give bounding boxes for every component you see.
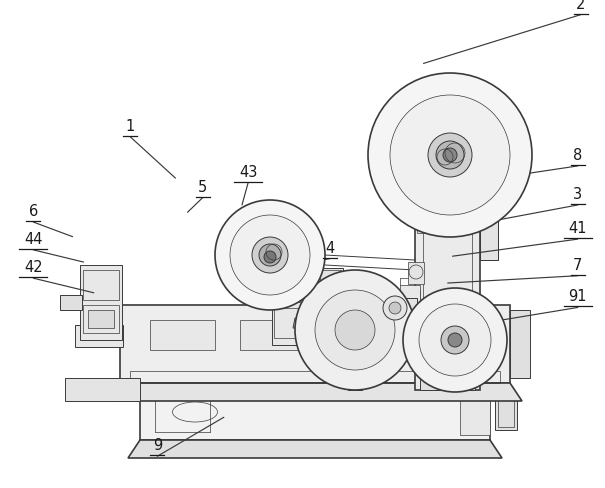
- Circle shape: [368, 73, 532, 237]
- Circle shape: [389, 302, 401, 314]
- Bar: [75, 325, 123, 347]
- Bar: [457, 120, 475, 135]
- Text: 5: 5: [198, 180, 208, 195]
- Polygon shape: [65, 378, 140, 401]
- Circle shape: [390, 95, 510, 215]
- Bar: [358, 310, 416, 320]
- Bar: [320, 270, 341, 292]
- Bar: [320, 320, 375, 350]
- Bar: [150, 320, 215, 350]
- Circle shape: [230, 215, 310, 295]
- Bar: [274, 267, 300, 302]
- Bar: [60, 295, 82, 310]
- Polygon shape: [293, 318, 410, 332]
- Bar: [420, 120, 438, 135]
- Bar: [268, 255, 306, 269]
- Bar: [80, 265, 122, 340]
- Text: 2: 2: [576, 0, 586, 12]
- Bar: [140, 385, 490, 440]
- Text: 9: 9: [152, 438, 162, 453]
- Circle shape: [252, 237, 288, 273]
- Bar: [420, 360, 475, 390]
- Text: 41: 41: [569, 221, 587, 236]
- Bar: [482, 193, 492, 203]
- Bar: [417, 215, 429, 233]
- Text: 6: 6: [28, 204, 38, 219]
- Bar: [400, 285, 420, 307]
- Text: 4: 4: [325, 241, 335, 256]
- Circle shape: [259, 244, 281, 266]
- Bar: [510, 310, 530, 378]
- Circle shape: [403, 288, 507, 392]
- Bar: [420, 150, 442, 170]
- Bar: [495, 395, 517, 430]
- Bar: [498, 398, 514, 427]
- Bar: [355, 298, 417, 310]
- Bar: [88, 310, 114, 328]
- Bar: [120, 305, 510, 383]
- Bar: [480, 165, 498, 260]
- Bar: [272, 265, 302, 345]
- Polygon shape: [110, 383, 522, 401]
- Text: 3: 3: [573, 187, 583, 202]
- Bar: [480, 165, 498, 260]
- Bar: [410, 85, 490, 103]
- Circle shape: [383, 296, 407, 320]
- Bar: [382, 292, 418, 323]
- Circle shape: [443, 148, 457, 162]
- Text: 1: 1: [125, 119, 135, 134]
- Bar: [408, 262, 424, 284]
- Bar: [415, 85, 480, 390]
- Circle shape: [295, 270, 415, 390]
- Circle shape: [315, 290, 395, 370]
- Text: 44: 44: [24, 232, 42, 247]
- Circle shape: [215, 200, 325, 310]
- Polygon shape: [128, 440, 502, 458]
- Text: 43: 43: [239, 165, 257, 180]
- Circle shape: [436, 141, 464, 169]
- Bar: [83, 305, 119, 333]
- Circle shape: [264, 251, 276, 263]
- Bar: [240, 320, 305, 350]
- Text: 8: 8: [573, 148, 583, 163]
- Bar: [130, 371, 500, 383]
- Circle shape: [428, 133, 472, 177]
- Bar: [413, 103, 486, 115]
- Bar: [274, 308, 300, 338]
- Circle shape: [335, 310, 375, 350]
- Bar: [380, 290, 420, 325]
- Circle shape: [419, 304, 491, 376]
- Bar: [348, 330, 362, 390]
- Circle shape: [441, 326, 469, 354]
- Circle shape: [448, 333, 462, 347]
- Bar: [482, 173, 492, 183]
- Text: 91: 91: [569, 289, 587, 305]
- Text: 42: 42: [24, 260, 42, 275]
- Bar: [460, 390, 490, 435]
- Bar: [83, 270, 119, 300]
- Bar: [318, 268, 343, 318]
- Text: 7: 7: [573, 258, 583, 273]
